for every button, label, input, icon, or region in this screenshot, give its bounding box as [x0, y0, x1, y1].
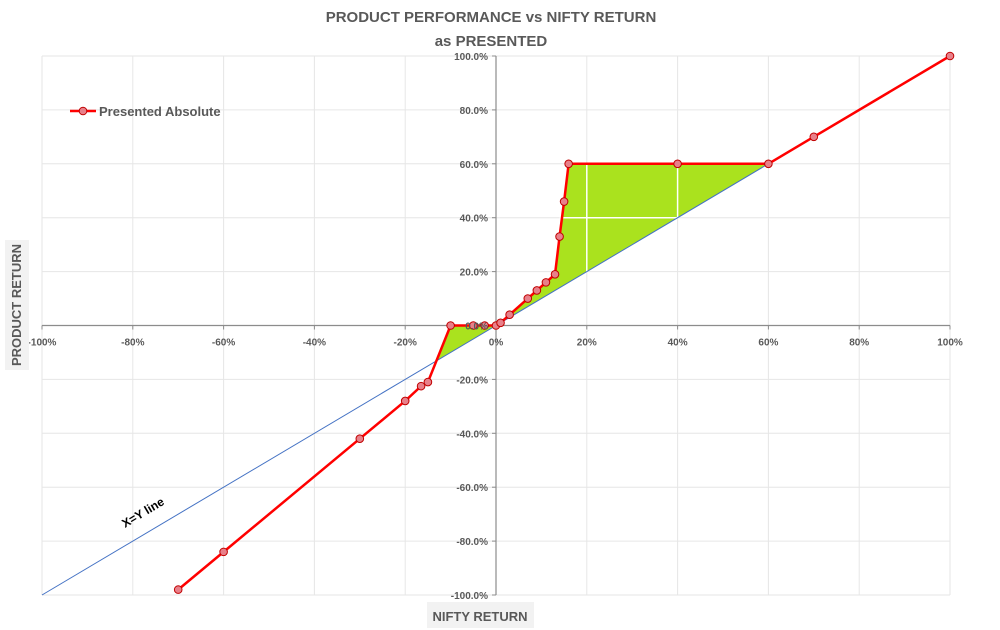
y-tick-label: -100.0% — [451, 591, 488, 602]
data-point — [541, 278, 551, 287]
data-point — [219, 547, 228, 557]
x-tick-label: 60% — [758, 338, 778, 349]
legend-marker-swatch — [78, 106, 88, 116]
x-tick-label: 40% — [668, 338, 688, 349]
legend-label: Presented Absolute — [99, 104, 221, 119]
y-tick-label: -80.0% — [456, 537, 488, 548]
chart-title: PRODUCT PERFORMANCE vs NIFTY RETURN — [326, 9, 657, 26]
x-tick-label: 20% — [577, 338, 597, 349]
data-point — [505, 310, 514, 320]
y-tick-label: -40.0% — [456, 429, 488, 440]
data-markers — [173, 51, 955, 594]
x-axis-title: NIFTY RETURN — [432, 609, 527, 624]
data-point — [945, 51, 955, 61]
y-tick-label: 100.0% — [454, 52, 488, 63]
data-point — [423, 377, 433, 387]
y-tick-label: -20.0% — [456, 375, 488, 386]
data-point — [764, 159, 773, 169]
data-point — [564, 159, 573, 169]
data-point — [550, 269, 560, 279]
y-axis-title: PRODUCT RETURN — [9, 244, 24, 366]
x-tick-label: -60% — [212, 338, 235, 349]
data-point — [173, 585, 183, 594]
data-point — [559, 197, 569, 206]
data-point — [355, 434, 365, 443]
x-tick-label: -20% — [394, 338, 417, 349]
x-tick-label: 80% — [849, 338, 869, 349]
y-tick-label: -60.0% — [456, 483, 488, 494]
data-point — [523, 294, 533, 303]
x-tick-label: -80% — [121, 338, 144, 349]
data-point — [446, 321, 455, 330]
inner-white-lines — [559, 163, 679, 272]
x-tick-label: -40% — [303, 338, 326, 349]
data-point — [555, 232, 564, 241]
series-line — [177, 54, 951, 591]
data-point — [480, 321, 489, 330]
y-tick-label: 40.0% — [460, 214, 488, 225]
y-axis-title-box — [5, 240, 29, 370]
data-point — [673, 159, 682, 169]
y-tick-label: 60.0% — [460, 160, 488, 171]
chart-subtitle: as PRESENTED — [435, 33, 548, 50]
data-point — [416, 381, 426, 391]
series-polyline — [177, 54, 951, 591]
x-tick-label: -100% — [28, 338, 57, 349]
data-point — [400, 396, 410, 406]
data-point — [496, 318, 505, 328]
x-tick-label: 100% — [937, 338, 963, 349]
y-tick-labels: -100.0% -80.0% -60.0% -40.0% -20.0% 0.0% 20.0%… — [451, 52, 488, 602]
x-axis-title-box — [427, 602, 534, 628]
data-point — [469, 321, 478, 330]
legend: Presented Absolute — [70, 104, 221, 119]
x-tick-labels: -100% -80% -60% -40% -20% 0% 20% 40% 60% 80% 100% — [28, 338, 963, 349]
y-tick-label: 0.0% — [465, 322, 488, 333]
data-point — [809, 132, 819, 142]
x-tick-label: 0% — [489, 338, 504, 349]
y-tick-label: 80.0% — [460, 106, 488, 117]
y-tick-label: 20.0% — [460, 268, 488, 279]
data-point — [532, 286, 542, 295]
